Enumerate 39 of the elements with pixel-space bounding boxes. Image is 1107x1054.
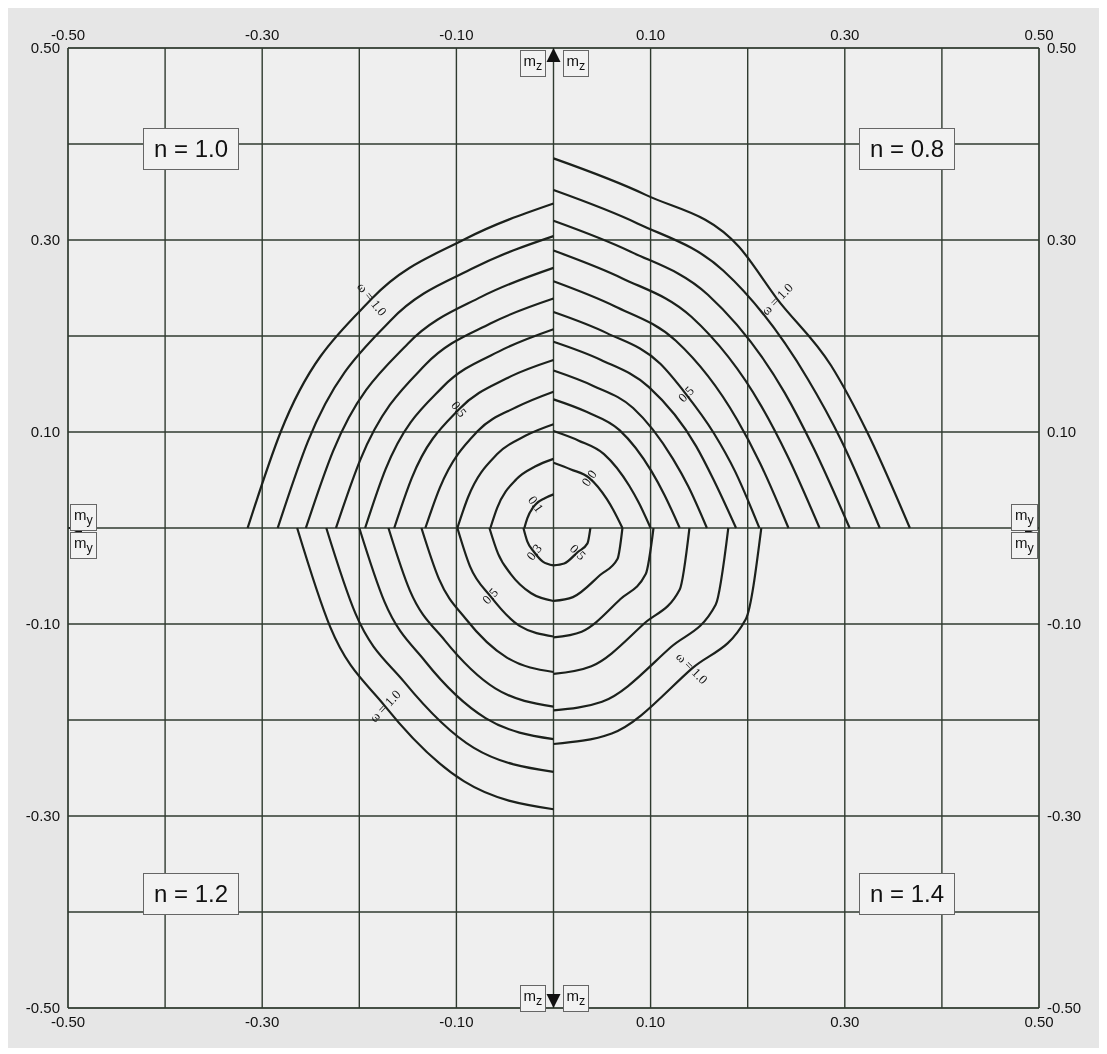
annotation: 0.5	[673, 381, 698, 407]
text: m$_{z}$	[523, 987, 543, 1008]
annotation: 0.1	[524, 492, 548, 517]
y2-tick-label: -0.30	[1047, 807, 1082, 825]
annotation: 0.0	[577, 466, 602, 491]
x-tick-label: -0.30	[245, 1012, 280, 1030]
y-tick-label: -0.30	[25, 807, 60, 825]
annotation: n = 1.4	[859, 873, 956, 915]
y-tick-label: -0.10	[25, 615, 60, 633]
annotation: ω = 1.0	[757, 278, 797, 320]
annotation: ω = 1.0	[672, 648, 713, 689]
text: m$_{z}$	[566, 52, 586, 73]
text: m$_{z}$	[566, 987, 586, 1008]
x-axis-title: m$_{y}$	[70, 504, 97, 531]
x-tick-label: -0.10	[439, 1012, 474, 1030]
annotation: n = 1.0	[143, 128, 240, 170]
annotation: n = 0.8	[859, 128, 956, 170]
annotation: ω = 1.0	[353, 277, 391, 320]
x2-tick-label: -0.30	[245, 26, 280, 43]
y2-tick-label: 0.10	[1047, 423, 1077, 441]
y-tick-label: 0.30	[30, 231, 60, 249]
y-tick-label: 0.10	[30, 423, 60, 441]
y-axis-title: m$_{z}$	[519, 50, 547, 77]
annotation: 0.5	[478, 584, 503, 609]
x-tick-label: 0.30	[830, 1012, 860, 1030]
text: m$_{y}$	[74, 534, 93, 555]
text: m$_{y}$	[1015, 506, 1034, 527]
annotation: 0.3	[522, 539, 546, 565]
x2-tick-label: 0.30	[830, 26, 860, 43]
x-tick-label: 0.10	[636, 1012, 666, 1030]
text: m$_{y}$	[1015, 534, 1034, 555]
annotation: 0.5	[447, 396, 472, 422]
x2-tick-label: 0.10	[636, 26, 666, 43]
y2-tick-label: 0.30	[1047, 231, 1077, 249]
x2-tick-label: -0.10	[439, 26, 474, 43]
y2-tick-label: -0.10	[1047, 615, 1082, 633]
annotation: 0.5	[565, 539, 590, 565]
annotation: ω = 1.0	[364, 685, 405, 727]
annotation: n = 1.2	[143, 873, 240, 915]
